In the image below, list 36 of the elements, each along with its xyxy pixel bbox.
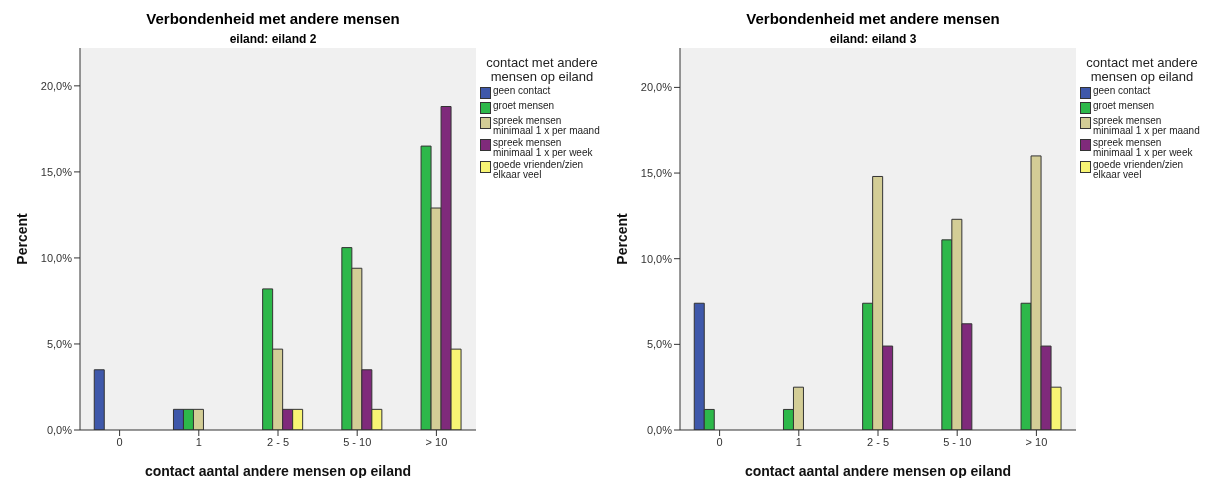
- x-tick-label: 5 - 10: [343, 435, 372, 448]
- chart-title: Verbondenheid met andere mensen: [145, 9, 401, 29]
- chart-subtitle: eiland: eiland 2: [228, 31, 318, 48]
- x-tick-label: 2 - 5: [266, 435, 290, 448]
- x-tick-label: 0: [716, 435, 723, 448]
- x-tick-label: > 10: [425, 435, 448, 448]
- legend-title: contact met andere mensen op eiland: [485, 55, 599, 84]
- x-tick-label: 1: [795, 435, 802, 448]
- y-tick-label: 0,0%: [46, 423, 73, 436]
- y-tick-label: 10,0%: [40, 251, 73, 264]
- legend-label: groet mensen: [493, 100, 555, 111]
- y-tick-label: 20,0%: [40, 79, 73, 92]
- x-tick-label: 1: [195, 435, 202, 448]
- y-axis-title: Percent: [13, 212, 30, 265]
- legend-label: goede vrienden/zien elkaar veel: [493, 159, 585, 180]
- y-tick-label: 15,0%: [640, 166, 673, 179]
- x-axis-title: contact aantal andere mensen op eiland: [744, 463, 1012, 479]
- chart-title: Verbondenheid met andere mensen: [745, 9, 1001, 29]
- x-tick-label: 0: [116, 435, 123, 448]
- y-axis-title: Percent: [613, 212, 630, 265]
- y-tick-label: 10,0%: [640, 252, 673, 265]
- legend-label: goede vrienden/zien elkaar veel: [1093, 159, 1185, 180]
- legend-label: geen contact: [493, 85, 551, 96]
- x-tick-label: > 10: [1025, 435, 1048, 448]
- x-axis-title: contact aantal andere mensen op eiland: [144, 463, 412, 479]
- x-tick-label: 2 - 5: [866, 435, 890, 448]
- y-tick-label: 20,0%: [640, 81, 673, 94]
- y-tick-label: 0,0%: [646, 423, 673, 436]
- legend-label: geen contact: [1093, 85, 1151, 96]
- legend-label: groet mensen: [1093, 100, 1155, 111]
- legend-title: contact met andere mensen op eiland: [1085, 55, 1199, 84]
- y-tick-label: 5,0%: [646, 338, 673, 351]
- y-tick-label: 15,0%: [40, 165, 73, 178]
- chart-subtitle: eiland: eiland 3: [828, 31, 918, 48]
- x-tick-label: 5 - 10: [943, 435, 972, 448]
- y-tick-label: 5,0%: [46, 337, 73, 350]
